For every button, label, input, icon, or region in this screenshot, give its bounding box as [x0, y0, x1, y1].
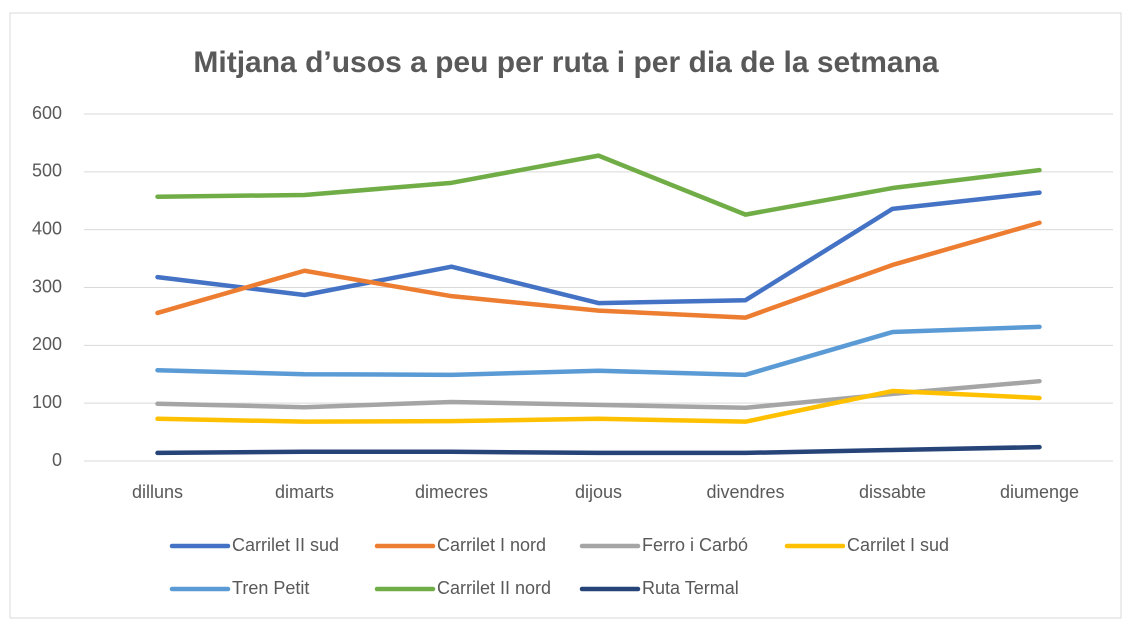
legend-label: Tren Petit — [232, 578, 309, 598]
y-tick-label: 500 — [32, 161, 62, 181]
legend-label: Carrilet II nord — [437, 578, 551, 598]
legend-label: Carrilet I nord — [437, 535, 546, 555]
series-line — [155, 324, 1042, 378]
legend-label: Carrilet I sud — [847, 535, 949, 555]
x-tick-label: diumenge — [1000, 482, 1079, 502]
series-line — [155, 444, 1042, 456]
x-tick-label: dimecres — [415, 482, 488, 502]
x-tick-label: divendres — [706, 482, 784, 502]
legend-label: Ruta Termal — [642, 578, 739, 598]
series-line — [155, 388, 1042, 424]
x-tick-label: dimarts — [275, 482, 334, 502]
chart-title: Mitjana d’usos a peu per ruta i per dia … — [193, 46, 939, 79]
legend-label: Carrilet II sud — [232, 535, 339, 555]
series-line — [155, 190, 1042, 306]
y-tick-label: 300 — [32, 276, 62, 296]
series-line — [155, 153, 1042, 217]
y-tick-label: 600 — [32, 103, 62, 123]
x-tick-label: dijous — [575, 482, 622, 502]
y-tick-label: 400 — [32, 218, 62, 238]
y-tick-label: 200 — [32, 334, 62, 354]
y-tick-label: 0 — [52, 450, 62, 470]
y-tick-label: 100 — [32, 392, 62, 412]
legend-label: Ferro i Carbó — [642, 535, 748, 555]
x-tick-label: dilluns — [132, 482, 183, 502]
x-tick-label: dissabte — [859, 482, 926, 502]
series-line — [155, 378, 1042, 411]
chart-frame — [9, 12, 1122, 619]
series-line — [155, 220, 1042, 320]
